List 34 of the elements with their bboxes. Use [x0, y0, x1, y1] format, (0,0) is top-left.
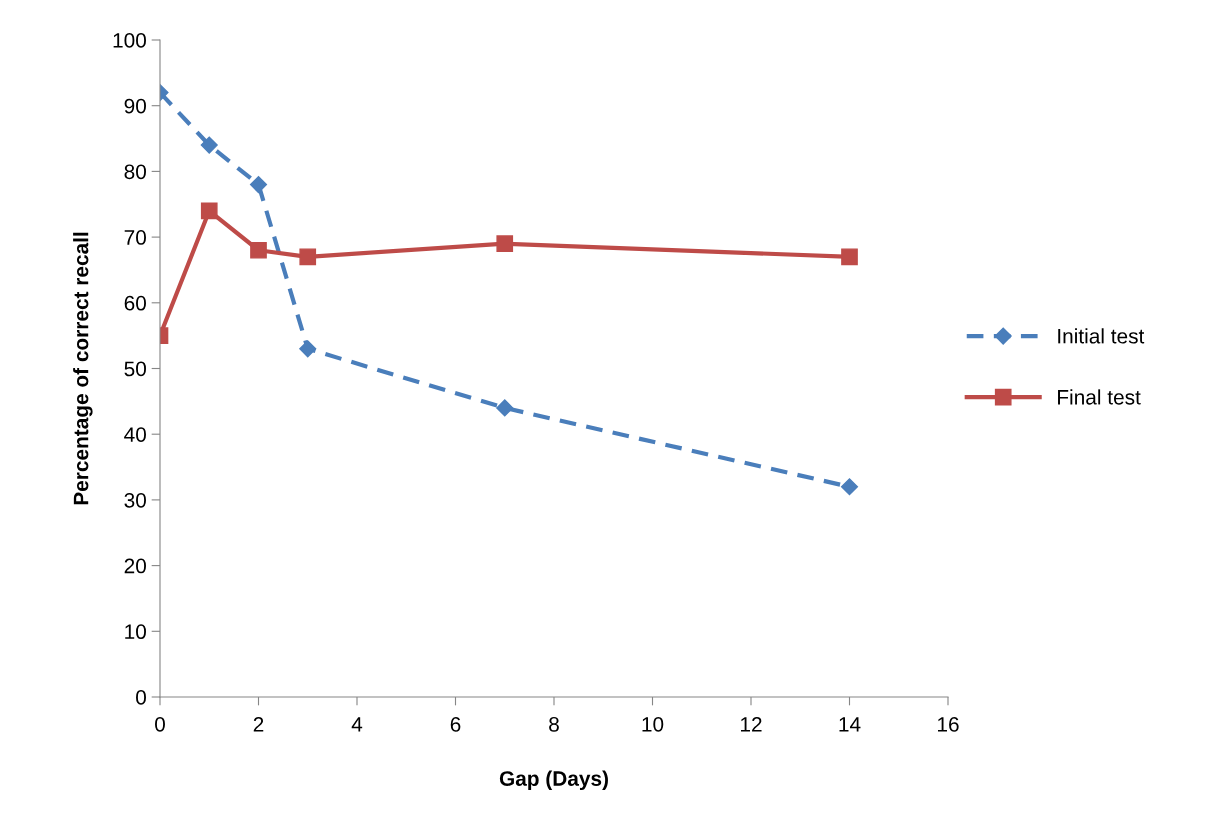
y-tick-label: 20	[124, 558, 146, 574]
point	[249, 175, 268, 194]
x-tick-label: 8	[549, 716, 559, 732]
legend-label: Initial test	[1058, 328, 1145, 344]
point	[299, 340, 317, 358]
x-axis-title: Gap (Days)	[499, 770, 608, 791]
y-tick-label: 100	[113, 33, 146, 48]
y-tick-label: 30	[124, 492, 146, 508]
point	[496, 399, 514, 417]
y-tick-label: 60	[124, 295, 146, 311]
y-tick-label: 90	[124, 98, 146, 114]
y-tick-label: 80	[124, 164, 146, 180]
y-tick-label: 50	[124, 361, 146, 377]
x-tick-label: 14	[839, 717, 861, 732]
y-tick-label: 0	[136, 690, 146, 705]
point	[841, 248, 858, 266]
y-tick-label: 70	[124, 230, 146, 245]
x-tick-label: 4	[351, 717, 363, 732]
point	[840, 478, 859, 496]
point	[299, 248, 317, 266]
point	[200, 202, 218, 220]
x-tick-label: 6	[450, 716, 461, 732]
point	[200, 136, 218, 154]
x-tick-label: 0	[155, 716, 165, 732]
legend-label: Final test	[1058, 389, 1141, 405]
y-tick-label: 10	[125, 624, 146, 640]
y-tick-label: 40	[124, 427, 146, 442]
x-tick-label: 16	[938, 716, 959, 732]
x-tick-label: 10	[642, 716, 664, 732]
y-axis-title: Percentage of correct recall	[73, 232, 93, 505]
x-tick-label: 2	[253, 716, 264, 732]
x-tick-label: 12	[741, 716, 762, 732]
point	[250, 241, 267, 259]
point	[496, 235, 514, 253]
